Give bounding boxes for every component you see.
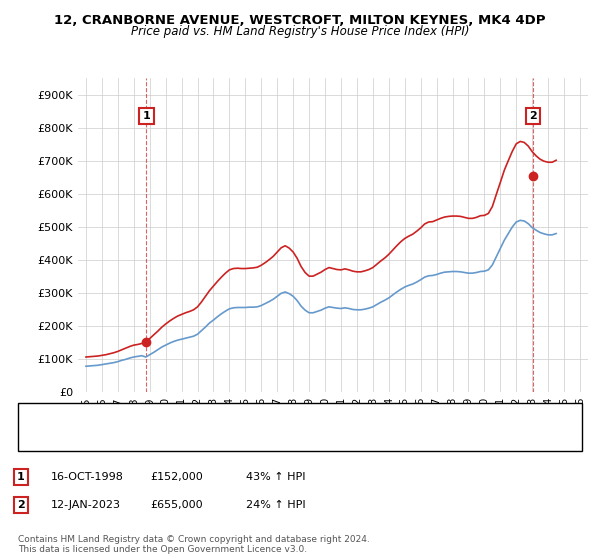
Text: 24% ↑ HPI: 24% ↑ HPI — [246, 500, 305, 510]
Text: Price paid vs. HM Land Registry's House Price Index (HPI): Price paid vs. HM Land Registry's House … — [131, 25, 469, 38]
Text: Contains HM Land Registry data © Crown copyright and database right 2024.
This d: Contains HM Land Registry data © Crown c… — [18, 535, 370, 554]
Text: 1: 1 — [17, 472, 25, 482]
Text: HPI: Average price, detached house, Milton Keynes: HPI: Average price, detached house, Milt… — [72, 432, 321, 442]
Text: £655,000: £655,000 — [150, 500, 203, 510]
Text: 12-JAN-2023: 12-JAN-2023 — [51, 500, 121, 510]
Text: 12, CRANBORNE AVENUE, WESTCROFT, MILTON KEYNES, MK4 4DP (detached house): 12, CRANBORNE AVENUE, WESTCROFT, MILTON … — [72, 412, 484, 422]
Text: 12, CRANBORNE AVENUE, WESTCROFT, MILTON KEYNES, MK4 4DP: 12, CRANBORNE AVENUE, WESTCROFT, MILTON … — [54, 14, 546, 27]
Text: 2: 2 — [17, 500, 25, 510]
Text: 2: 2 — [529, 111, 537, 121]
Text: £152,000: £152,000 — [150, 472, 203, 482]
Text: 43% ↑ HPI: 43% ↑ HPI — [246, 472, 305, 482]
Text: 1: 1 — [142, 111, 150, 121]
Text: 16-OCT-1998: 16-OCT-1998 — [51, 472, 124, 482]
